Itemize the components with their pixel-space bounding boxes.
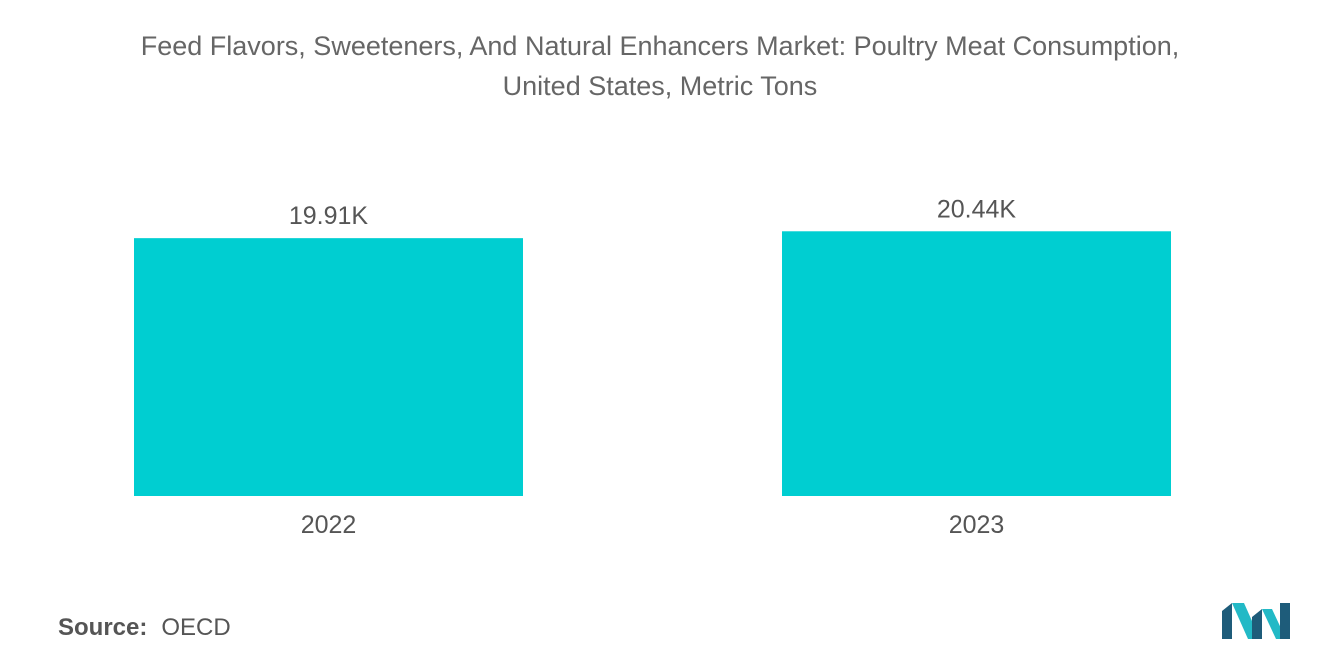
logo-shape-mid-b — [1252, 609, 1262, 639]
bars-group — [134, 231, 1171, 497]
chart-title: Feed Flavors, Sweeteners, And Natural En… — [0, 26, 1320, 106]
chart-title-line-2: United States, Metric Tons — [502, 71, 818, 101]
value-labels-group: 19.91K 20.44K — [289, 195, 1017, 230]
logo-shape-left — [1222, 603, 1232, 639]
category-label-2022: 2022 — [301, 511, 357, 539]
value-label-2023: 20.44K — [937, 195, 1017, 223]
logo-shape-right-b — [1280, 603, 1290, 639]
mordor-logo-icon — [1222, 603, 1290, 639]
source-note: Source: OECD — [58, 611, 231, 645]
chart-title-line-1: Feed Flavors, Sweeteners, And Natural En… — [140, 31, 1180, 61]
bar-2023 — [782, 231, 1171, 496]
bar-2022 — [134, 238, 523, 497]
category-label-2023: 2023 — [949, 511, 1005, 539]
source-label: Source: — [58, 614, 148, 641]
source-value: OECD — [161, 614, 231, 641]
value-label-2022: 19.91K — [289, 202, 369, 230]
category-labels-group: 2022 2023 — [301, 511, 1005, 539]
